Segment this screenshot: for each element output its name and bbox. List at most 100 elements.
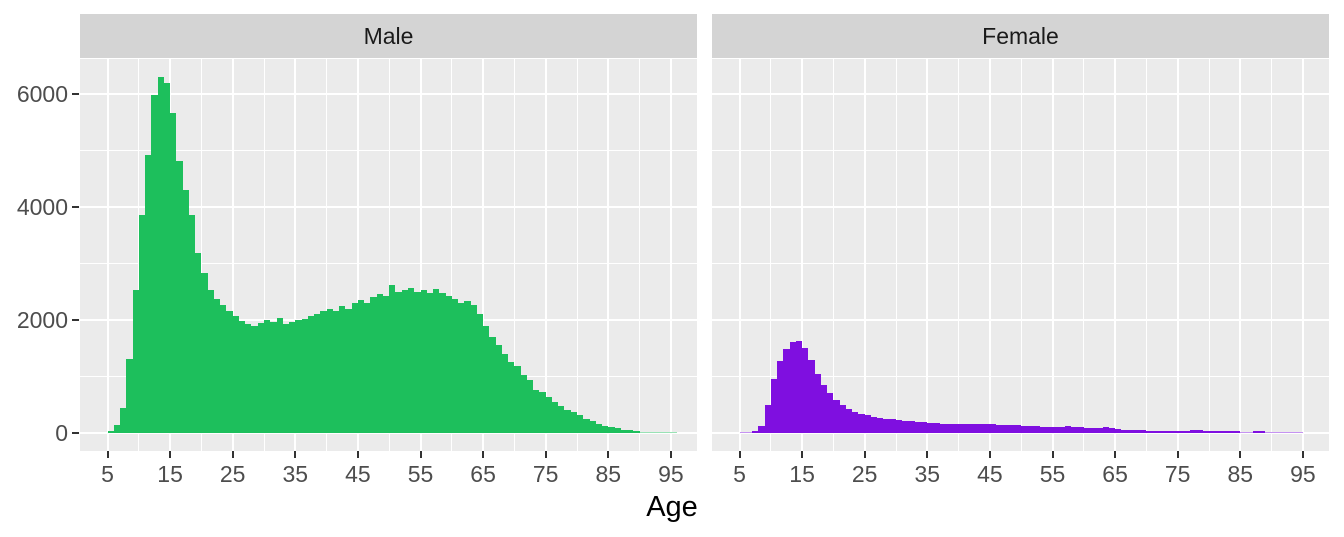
x-tick-label: 65 — [1102, 461, 1128, 487]
gridline-x-minor — [576, 59, 578, 451]
histogram-bar — [170, 113, 176, 433]
histogram-bar — [345, 308, 352, 433]
x-tick-label: 55 — [407, 461, 434, 487]
histogram-bar — [765, 404, 771, 433]
histogram-bar — [746, 431, 752, 433]
histogram-bar — [477, 314, 483, 433]
gridline-x-minor — [832, 59, 834, 451]
histogram-bar — [883, 418, 890, 433]
histogram-bar — [464, 301, 471, 433]
histogram-bar — [1259, 431, 1265, 433]
x-tick-label: 75 — [532, 461, 559, 487]
histogram-bar — [927, 422, 934, 433]
gridline-y-major — [712, 92, 1329, 95]
histogram-bar — [1021, 425, 1027, 433]
gridline-x-minor — [388, 59, 390, 451]
histogram-bar — [902, 420, 909, 433]
histogram-bar — [264, 319, 270, 433]
x-tick-label: 45 — [977, 461, 1003, 487]
gridline-x-minor — [326, 59, 328, 451]
histogram-bar — [990, 423, 996, 433]
histogram-bar — [483, 325, 489, 433]
histogram-bar — [858, 413, 865, 433]
histogram-bar — [1272, 431, 1278, 433]
x-tick-mark — [738, 451, 741, 458]
histogram-bar — [1228, 431, 1234, 433]
histogram-bar — [771, 379, 777, 433]
x-tick-label: 45 — [345, 461, 371, 487]
histogram-bar — [1071, 426, 1078, 433]
histogram-bar — [1215, 431, 1222, 433]
facet-strip-label-male: Male — [363, 22, 414, 49]
histogram-bar — [1096, 427, 1103, 433]
histogram-bar — [370, 297, 377, 433]
histogram-bar — [289, 322, 295, 433]
histogram-bar — [308, 316, 314, 433]
histogram-bar — [952, 423, 959, 433]
histogram-bar — [1140, 430, 1146, 433]
gridline-y-minor — [80, 149, 697, 151]
histogram-bar — [1278, 431, 1284, 433]
histogram-bar — [277, 317, 283, 433]
histogram-bar — [571, 412, 577, 433]
histogram-bar — [621, 429, 627, 433]
histogram-bar — [1159, 430, 1165, 433]
x-tick-label: 25 — [851, 461, 878, 487]
plot-panel-male — [80, 59, 697, 451]
y-tick-label: 0 — [55, 420, 68, 446]
x-tick-label: 55 — [1039, 461, 1066, 487]
gridline-x-major — [926, 59, 929, 451]
histogram-bar — [395, 291, 402, 433]
histogram-bar — [959, 424, 965, 433]
histogram-bar — [646, 431, 652, 433]
histogram-bar — [208, 289, 214, 433]
histogram-bar — [295, 320, 302, 433]
histogram-bar — [1040, 426, 1046, 433]
y-tick-label: 2000 — [16, 306, 68, 333]
gridline-x-minor — [1271, 59, 1273, 451]
histogram-bar — [1284, 431, 1290, 433]
histogram-bar — [164, 83, 170, 433]
facet-strip-male: Male — [80, 14, 697, 58]
histogram-bar — [539, 392, 546, 433]
histogram-bar — [564, 410, 571, 433]
histogram-bar — [752, 431, 758, 433]
histogram-bar — [333, 311, 339, 433]
histogram-bar — [909, 421, 915, 433]
histogram-bar — [596, 423, 602, 433]
gridline-y-minor — [712, 375, 1329, 377]
histogram-bar — [1090, 427, 1096, 433]
x-tick-label: 5 — [101, 461, 114, 487]
histogram-bar — [489, 336, 496, 433]
x-tick-mark — [801, 451, 804, 458]
histogram-bar — [1184, 430, 1190, 433]
histogram-bar — [665, 431, 671, 433]
histogram-bar — [408, 288, 414, 433]
y-tick-mark — [72, 205, 79, 208]
histogram-bar — [940, 423, 946, 433]
gridline-x-major — [801, 59, 804, 451]
histogram-bar — [389, 284, 395, 433]
gridline-x-major — [482, 59, 485, 451]
histogram-bar — [984, 423, 990, 433]
histogram-bar — [1015, 425, 1021, 433]
gridline-y-major — [80, 432, 697, 434]
y-tick-label: 6000 — [16, 80, 68, 107]
histogram-bar — [183, 189, 189, 433]
histogram-bar — [890, 419, 896, 433]
gridline-x-major — [1176, 59, 1179, 451]
histogram-bar — [758, 425, 765, 433]
gridline-x-major — [607, 59, 610, 451]
histogram-bar — [796, 341, 802, 433]
histogram-bar — [446, 296, 452, 433]
x-tick-label: 35 — [914, 461, 941, 487]
histogram-bar — [1053, 426, 1059, 433]
x-tick-label: 95 — [658, 461, 684, 487]
gridline-x-major — [863, 59, 866, 451]
gridline-x-major — [988, 59, 991, 451]
histogram-bar — [946, 423, 952, 433]
histogram-bar — [590, 421, 596, 433]
histogram-bar — [1009, 424, 1015, 433]
histogram-bar — [220, 304, 226, 433]
histogram-bar — [245, 323, 251, 433]
